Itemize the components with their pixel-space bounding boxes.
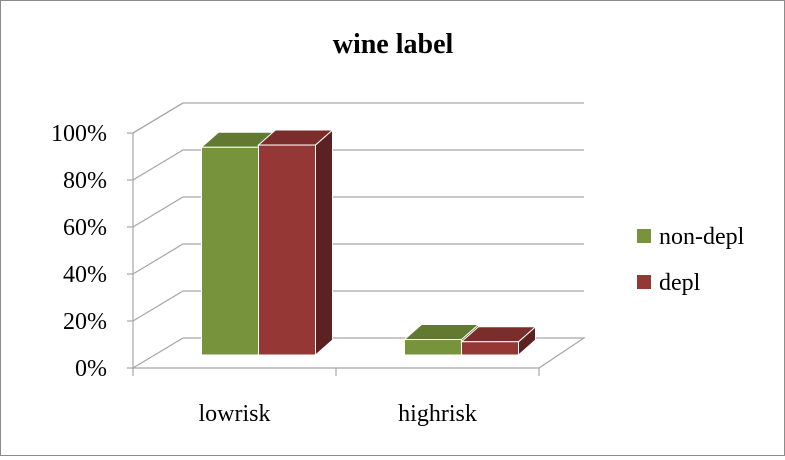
bars: [200, 128, 537, 357]
gridline: [132, 243, 584, 275]
bar-depl-lowrisk: [257, 128, 334, 357]
y-tick-label: 60%: [63, 215, 107, 241]
floor: [130, 337, 586, 369]
bar-front: [258, 144, 316, 356]
gridlines: [127, 102, 584, 376]
legend: non-depl depl: [637, 224, 745, 296]
gridline: [132, 196, 584, 228]
y-tick-label: 0%: [75, 356, 107, 382]
y-tick-label: 100%: [51, 121, 107, 147]
y-tick-label: 20%: [63, 309, 107, 335]
bar-side: [315, 128, 333, 357]
gridline: [132, 149, 584, 181]
y-axis-tick-labels: 0% 20% 40% 60% 80% 100%: [51, 121, 107, 382]
bar-front: [461, 341, 519, 356]
bar-front: [201, 146, 259, 356]
bar-depl-highrisk: [460, 325, 537, 357]
legend-swatch: [637, 229, 651, 243]
bar-front: [404, 339, 462, 356]
gridline: [132, 102, 584, 134]
side-wall-edge: [132, 102, 184, 368]
legend-swatch: [637, 275, 651, 289]
gridline: [132, 290, 584, 322]
legend-label: depl: [659, 270, 701, 296]
legend-label: non-depl: [659, 224, 745, 250]
legend-item: non-depl: [637, 224, 745, 250]
x-category-label: highrisk: [398, 401, 477, 427]
x-category-label: lowrisk: [199, 401, 271, 427]
y-tick-label: 80%: [63, 168, 107, 194]
legend-item: depl: [637, 270, 701, 296]
chart-title: wine label: [333, 29, 454, 60]
y-tick-label: 40%: [63, 262, 107, 288]
x-axis-category-labels: lowrisk highrisk: [199, 401, 477, 427]
